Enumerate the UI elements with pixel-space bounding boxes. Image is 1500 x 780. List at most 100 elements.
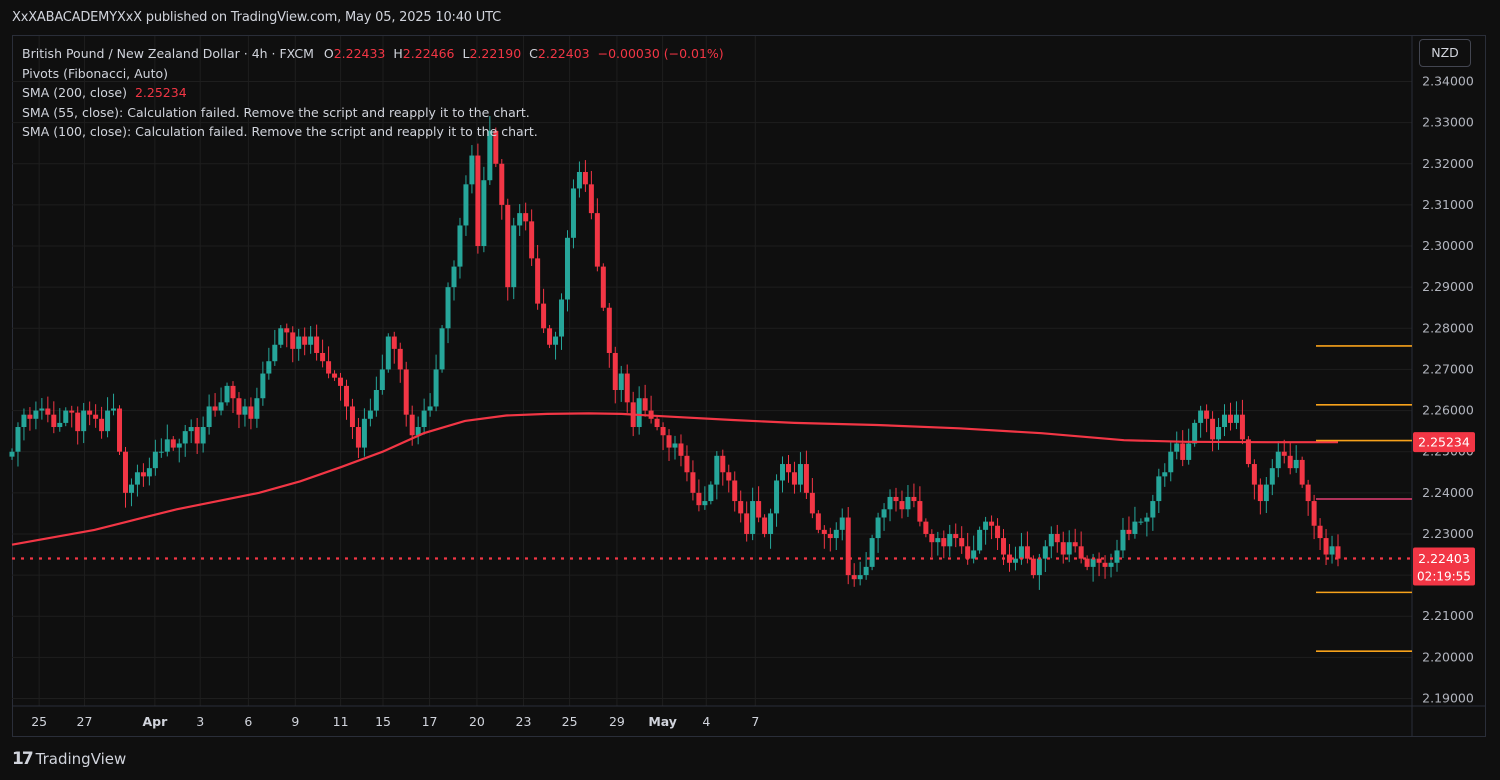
candle-body bbox=[421, 410, 427, 428]
candle-body bbox=[463, 184, 469, 226]
candle-body bbox=[559, 299, 565, 337]
sma-price-label: 2.25234 bbox=[1418, 435, 1470, 450]
candle-body bbox=[696, 492, 702, 506]
candle-body bbox=[535, 258, 541, 304]
candle-body bbox=[594, 213, 600, 267]
candle-body bbox=[989, 521, 995, 526]
candle-body bbox=[1060, 542, 1066, 555]
ohlc-high-value: 2.22466 bbox=[402, 46, 455, 61]
candle-body bbox=[553, 336, 559, 345]
candle-body bbox=[1305, 484, 1311, 502]
x-tick-label: 11 bbox=[333, 714, 349, 729]
candle-body bbox=[134, 472, 140, 485]
tradingview-logo-icon[interactable]: 17 bbox=[12, 749, 34, 769]
x-tick-label: 25 bbox=[562, 714, 578, 729]
candle-body bbox=[1233, 414, 1239, 423]
x-tick-label: May bbox=[648, 714, 677, 729]
candle-body bbox=[1222, 414, 1228, 428]
candle-body bbox=[1132, 521, 1138, 534]
candle-body bbox=[200, 427, 206, 444]
candle-body bbox=[1114, 550, 1120, 563]
candle-body bbox=[702, 501, 708, 506]
candle-body bbox=[158, 451, 164, 453]
y-tick-label: 2.26000 bbox=[1422, 403, 1474, 418]
ohlc-close-value: 2.22403 bbox=[537, 46, 590, 61]
candle-body bbox=[1108, 562, 1114, 567]
candle-body bbox=[606, 307, 612, 353]
candle-body bbox=[409, 414, 415, 436]
candle-body bbox=[224, 385, 230, 403]
sma200-value: 2.25234 bbox=[134, 85, 187, 101]
candle-body bbox=[284, 328, 290, 333]
candle-body bbox=[505, 204, 511, 288]
x-tick-label: 4 bbox=[702, 714, 710, 729]
candle-body bbox=[170, 439, 176, 448]
candle-body bbox=[302, 336, 308, 345]
candle-body bbox=[1150, 501, 1156, 518]
candle-body bbox=[45, 408, 51, 415]
candle-body bbox=[332, 373, 338, 378]
candle-body bbox=[415, 427, 421, 436]
candle-body bbox=[296, 336, 302, 349]
currency-button[interactable]: NZD bbox=[1419, 39, 1471, 67]
candle-body bbox=[1257, 484, 1263, 502]
candle-body bbox=[720, 455, 726, 473]
candle-body bbox=[1287, 455, 1293, 469]
tradingview-brand[interactable]: TradingView bbox=[35, 750, 127, 768]
indicator-sma55[interactable]: SMA (55, close): Calculation failed. Rem… bbox=[22, 104, 530, 120]
candle-body bbox=[547, 328, 553, 345]
sma200-line bbox=[11, 412, 1338, 546]
x-tick-label: Apr bbox=[142, 714, 168, 729]
candle-body bbox=[1323, 538, 1329, 555]
candle-body bbox=[1335, 546, 1341, 559]
indicator-sma200[interactable]: SMA (200, close) 2.25234 bbox=[22, 83, 724, 103]
current-price-badge bbox=[1413, 547, 1475, 586]
y-tick-label: 2.30000 bbox=[1422, 238, 1474, 253]
candle-body bbox=[780, 464, 786, 481]
candle-body bbox=[427, 406, 433, 411]
candle-body bbox=[1180, 443, 1186, 460]
candle-body bbox=[541, 303, 547, 329]
candle-body bbox=[1311, 501, 1317, 526]
candle-body bbox=[881, 509, 887, 518]
indicator-pivots[interactable]: Pivots (Fibonacci, Auto) bbox=[22, 65, 169, 81]
candle-body bbox=[1096, 558, 1102, 563]
candle-body bbox=[708, 484, 714, 502]
candle-body bbox=[194, 427, 200, 444]
symbol-title[interactable]: British Pound / New Zealand Dollar · 4h … bbox=[22, 46, 314, 61]
candle-body bbox=[69, 410, 75, 413]
candle-body bbox=[845, 517, 851, 576]
indicator-sma100[interactable]: SMA (100, close): Calculation failed. Re… bbox=[22, 124, 538, 140]
footer: 17 TradingView bbox=[12, 749, 126, 769]
chart-frame bbox=[12, 35, 1486, 737]
candle-body bbox=[1120, 529, 1126, 551]
candle-body bbox=[1144, 517, 1150, 522]
ohlc-open-value: 2.22433 bbox=[333, 46, 386, 61]
candle-body bbox=[809, 492, 815, 514]
candle-body bbox=[726, 472, 732, 481]
candle-body bbox=[146, 468, 152, 477]
candle-body bbox=[600, 266, 606, 308]
candle-body bbox=[343, 385, 349, 407]
candle-body bbox=[397, 348, 403, 370]
candle-body bbox=[1239, 414, 1245, 440]
candle-body bbox=[469, 155, 475, 185]
candle-body bbox=[666, 435, 672, 448]
candle-body bbox=[290, 332, 296, 349]
y-tick-label: 2.34000 bbox=[1422, 74, 1474, 89]
candle-body bbox=[756, 501, 762, 518]
candle-body bbox=[564, 237, 570, 300]
candle-body bbox=[93, 414, 99, 419]
candle-body bbox=[935, 538, 941, 543]
x-tick-label: 17 bbox=[422, 714, 438, 729]
y-tick-label: 2.29000 bbox=[1422, 279, 1474, 294]
candle-body bbox=[1126, 529, 1132, 534]
candle-body bbox=[1263, 484, 1269, 502]
candle-body bbox=[517, 213, 523, 226]
candle-body bbox=[1018, 546, 1024, 559]
candle-body bbox=[99, 418, 105, 432]
candle-body bbox=[242, 406, 248, 415]
candle-body bbox=[827, 533, 833, 539]
current-price-label: 2.22403 bbox=[1418, 551, 1470, 566]
